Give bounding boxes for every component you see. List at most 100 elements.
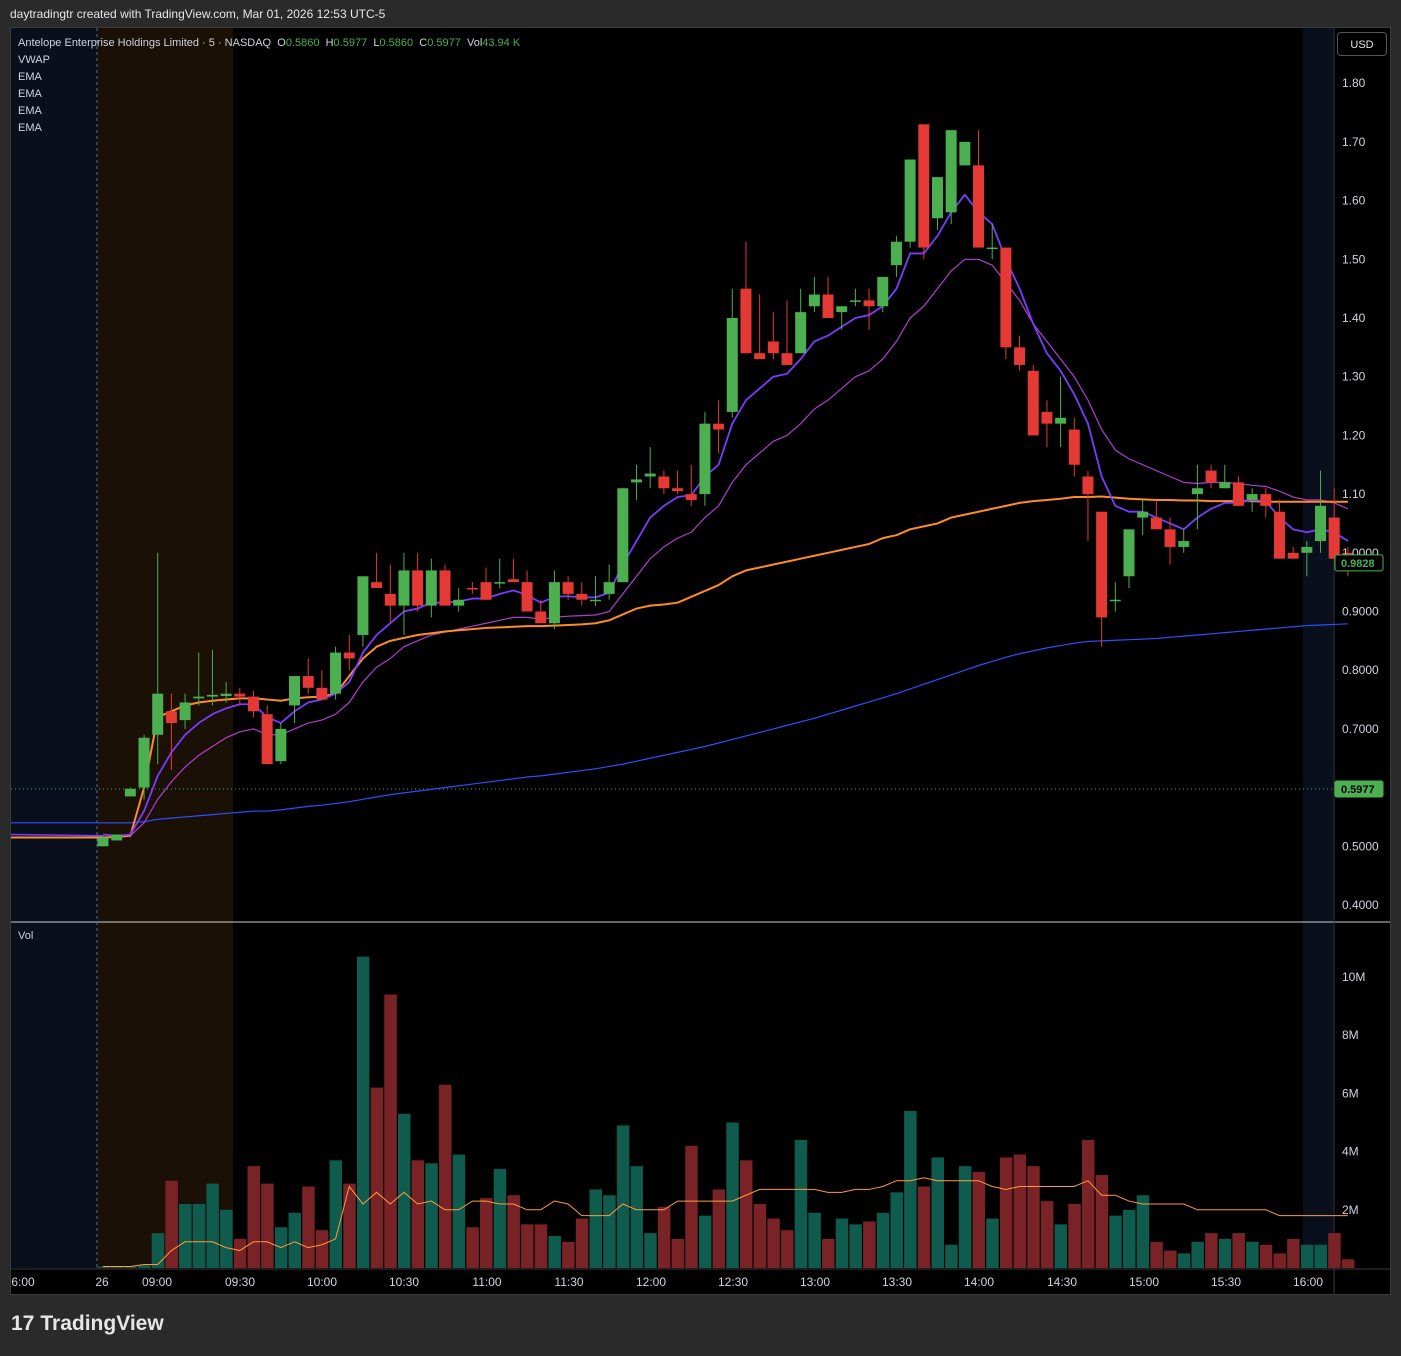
candle: [439, 564, 451, 606]
volume-bar: [575, 1218, 589, 1268]
candle-body: [726, 318, 738, 412]
volume-axis-tick: 2M: [1342, 1203, 1359, 1217]
volume-bar: [808, 1212, 821, 1268]
candle: [986, 224, 998, 260]
candle-body: [548, 582, 560, 624]
volume-bar: [1040, 1201, 1054, 1268]
indicator-ema-4[interactable]: EMA: [18, 122, 42, 134]
candle: [302, 658, 314, 694]
volume-bar: [1341, 1259, 1355, 1268]
candle: [1041, 400, 1053, 448]
candle-body: [918, 124, 930, 248]
candle-body: [1287, 552, 1299, 559]
indicator-ema-3[interactable]: EMA: [18, 105, 42, 117]
volume-bar: [151, 1233, 165, 1268]
last-price-label: 0.5977: [1334, 780, 1384, 798]
volume-bar: [521, 1224, 534, 1268]
candle-body: [138, 737, 150, 788]
volume-bar: [1150, 1241, 1163, 1268]
candle: [781, 300, 793, 365]
candle-body: [384, 593, 396, 606]
candle: [425, 558, 437, 618]
volume-bar: [1246, 1241, 1259, 1268]
indicator-ema-2[interactable]: EMA: [18, 88, 42, 100]
volume-bar: [1314, 1244, 1328, 1268]
candle-body: [1260, 494, 1272, 506]
ema-mid-line: [102, 258, 1349, 837]
candle-body: [1164, 529, 1176, 547]
volume-bar: [999, 1157, 1013, 1268]
volume-bar: [439, 1084, 452, 1268]
candle-body: [1109, 599, 1121, 602]
candle: [836, 306, 848, 330]
time-axis-tick: 14:00: [964, 1275, 994, 1289]
price-axis-tick: 1.20: [1342, 428, 1366, 442]
candle-body: [1027, 370, 1039, 436]
candle: [672, 470, 684, 495]
currency-button[interactable]: USD: [1337, 32, 1387, 56]
candle: [289, 676, 301, 724]
volume-bar: [657, 1206, 671, 1268]
candle-body: [1219, 482, 1231, 489]
volume-pane-label[interactable]: Vol: [18, 930, 34, 942]
indicator-vwap[interactable]: VWAP: [18, 54, 50, 66]
candle: [138, 734, 150, 800]
volume-bar: [480, 1198, 493, 1268]
volume-bar: [302, 1186, 315, 1268]
time-axis-tick: 13:30: [882, 1275, 912, 1289]
volume-bar: [671, 1238, 685, 1268]
time-axis-tick: 11:00: [472, 1275, 501, 1289]
indicator-ema-1[interactable]: EMA: [18, 71, 42, 83]
tradingview-logo-text: TradingView: [40, 1312, 164, 1335]
candle-body: [1096, 511, 1108, 618]
candle: [1068, 417, 1080, 477]
volume-bar: [1273, 1253, 1286, 1268]
candle-body: [1178, 541, 1190, 547]
candle-body: [617, 488, 629, 583]
candle: [904, 159, 916, 248]
candle: [1246, 488, 1258, 512]
candle: [1082, 470, 1094, 542]
candle-body: [1246, 494, 1258, 500]
candle-body: [849, 300, 861, 302]
candle-body: [959, 141, 971, 166]
candle: [1205, 464, 1217, 489]
volume-bar: [781, 1230, 794, 1268]
volume-bar: [384, 994, 397, 1268]
tradingview-logo[interactable]: 17 TradingView: [11, 1312, 164, 1336]
candle: [152, 552, 164, 765]
volume-ma-line: [103, 1177, 1348, 1268]
price-axis-tick: 0.7000: [1342, 722, 1379, 736]
price-axis-tick: 1.50: [1342, 252, 1366, 266]
volume-bar: [110, 1266, 124, 1268]
candle: [754, 294, 766, 360]
time-axis-tick: 15:30: [1211, 1275, 1241, 1289]
volume-bar: [1300, 1244, 1314, 1268]
candle: [1178, 529, 1190, 553]
candle-body: [193, 696, 205, 699]
volume-bar: [247, 1166, 260, 1268]
candle-body: [371, 582, 383, 589]
candle-body: [289, 676, 301, 706]
volume-label: Vol: [466, 37, 483, 49]
volume-bar: [1205, 1233, 1218, 1268]
volume-bar: [179, 1203, 192, 1268]
chart-frame[interactable]: [10, 27, 1391, 1295]
candle: [603, 564, 615, 600]
volume-bar: [1328, 1233, 1341, 1268]
candle-body: [412, 570, 424, 606]
candle: [890, 235, 902, 277]
candle-body: [165, 711, 177, 724]
volume-bar: [1136, 1195, 1150, 1268]
candle: [343, 634, 355, 671]
volume-bar: [1232, 1233, 1245, 1268]
candle-body: [836, 306, 848, 313]
candle-body: [275, 728, 287, 762]
volume-bar: [1123, 1209, 1136, 1268]
volume-bar: [1095, 1174, 1109, 1268]
candle-body: [206, 694, 218, 697]
volume-bar: [726, 1122, 739, 1268]
volume-bar: [876, 1212, 890, 1268]
candle: [863, 288, 875, 330]
